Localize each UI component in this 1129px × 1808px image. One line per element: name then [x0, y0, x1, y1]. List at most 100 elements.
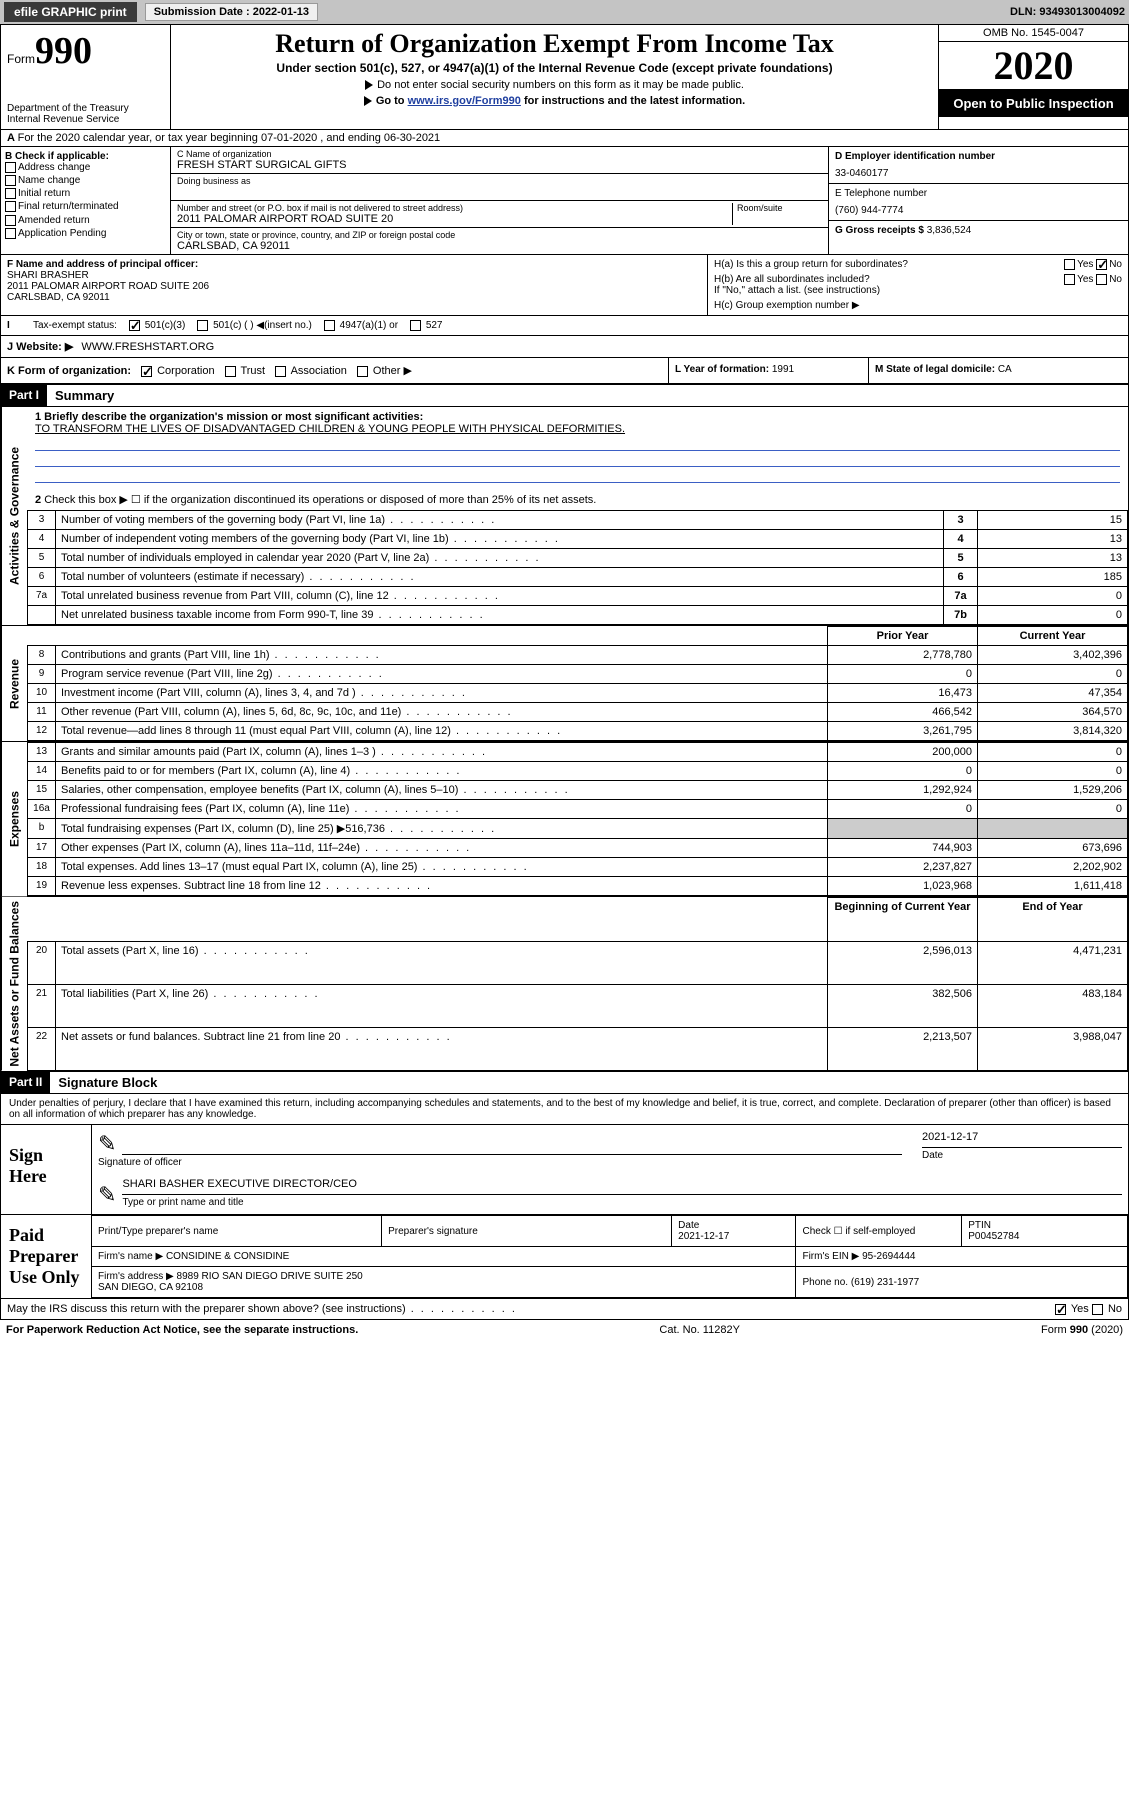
phone-label: E Telephone number	[835, 188, 1122, 199]
officer-addr1: 2011 PALOMAR AIRPORT ROAD SUITE 206	[7, 281, 701, 292]
chk-4947[interactable]	[324, 320, 335, 331]
vtab-revenue: Revenue	[1, 626, 27, 741]
form-subtitle: Under section 501(c), 527, or 4947(a)(1)…	[179, 61, 930, 75]
preparer-table: Print/Type preparer's name Preparer's si…	[91, 1215, 1128, 1298]
paid-preparer-label: Paid Preparer Use Only	[1, 1215, 91, 1298]
hc-label: H(c) Group exemption number ▶	[714, 300, 1122, 311]
chk-app-pending[interactable]: Application Pending	[5, 228, 166, 239]
chk-name-change[interactable]: Name change	[5, 175, 166, 186]
chk-final-return[interactable]: Final return/terminated	[5, 201, 166, 212]
part2-title: Signature Block	[50, 1072, 165, 1093]
sig-officer-label: Signature of officer	[98, 1157, 902, 1168]
submission-date: Submission Date : 2022-01-13	[145, 3, 318, 21]
k-label: K Form of organization:	[7, 365, 131, 377]
tax-status-row: I Tax-exempt status: 501(c)(3) 501(c) ( …	[0, 316, 1129, 336]
state-domicile: CA	[998, 364, 1012, 375]
triangle-icon	[364, 96, 372, 106]
chk-amended[interactable]: Amended return	[5, 215, 166, 226]
chk-initial-return[interactable]: Initial return	[5, 188, 166, 199]
phone-value: (760) 944-7774	[835, 205, 1122, 216]
chk-other[interactable]	[357, 366, 368, 377]
omb-number: OMB No. 1545-0047	[939, 25, 1128, 42]
org-name-label: C Name of organization	[177, 149, 822, 159]
dba-label: Doing business as	[177, 176, 822, 186]
gross-receipts-value: 3,836,524	[927, 225, 972, 236]
chk-527[interactable]	[410, 320, 421, 331]
perjury-declaration: Under penalties of perjury, I declare th…	[1, 1094, 1128, 1124]
form990-link[interactable]: www.irs.gov/Form990	[408, 95, 521, 107]
vtab-activities: Activities & Governance	[1, 407, 27, 625]
efile-button[interactable]: efile GRAPHIC print	[4, 2, 137, 22]
ein-value: 33-0460177	[835, 168, 1122, 179]
discuss-row: May the IRS discuss this return with the…	[0, 1299, 1129, 1320]
cat-no: Cat. No. 11282Y	[659, 1324, 740, 1336]
note-goto: Go to www.irs.gov/Form990 for instructio…	[376, 95, 745, 107]
addr-label: Number and street (or P.O. box if mail i…	[177, 203, 732, 213]
discuss-yes[interactable]	[1055, 1304, 1066, 1315]
tax-year: 2020	[939, 42, 1128, 90]
vtab-netassets: Net Assets or Fund Balances	[1, 897, 27, 1071]
website-value: WWW.FRESHSTART.ORG	[81, 341, 214, 353]
chk-corp[interactable]	[141, 366, 152, 377]
q1-label: 1 Briefly describe the organization's mi…	[35, 411, 1120, 423]
line-a-period: A For the 2020 calendar year, or tax yea…	[0, 130, 1129, 147]
vtab-expenses: Expenses	[1, 742, 27, 896]
officer-name: SHARI BRASHER	[7, 270, 701, 281]
org-name: FRESH START SURGICAL GIFTS	[177, 159, 822, 171]
year-formation: 1991	[772, 364, 794, 375]
form-footer: Form 990 (2020)	[1041, 1324, 1123, 1336]
hb-note: If "No," attach a list. (see instruction…	[714, 285, 1122, 296]
part1-tag: Part I	[1, 385, 47, 406]
netassets-table: Beginning of Current YearEnd of Year20To…	[27, 897, 1128, 1071]
officer-addr2: CARLSBAD, CA 92011	[7, 292, 701, 303]
hb-yes[interactable]	[1064, 274, 1075, 285]
room-label: Room/suite	[737, 203, 822, 213]
identity-block: B Check if applicable: Address change Na…	[0, 147, 1129, 255]
form-number: Form990	[7, 29, 164, 73]
sig-date: 2021-12-17	[922, 1131, 1122, 1143]
box-b-title: B Check if applicable:	[5, 151, 166, 162]
website-label: J Website: ▶	[7, 340, 73, 353]
part1-title: Summary	[47, 385, 122, 406]
chk-501c3[interactable]	[129, 320, 140, 331]
note-ssn: Do not enter social security numbers on …	[377, 79, 744, 91]
officer-group-block: F Name and address of principal officer:…	[0, 255, 1129, 316]
officer-label: F Name and address of principal officer:	[7, 259, 701, 270]
hb-label: H(b) Are all subordinates included?	[714, 274, 870, 285]
tax-status-label: Tax-exempt status:	[33, 320, 117, 331]
gross-receipts-label: G Gross receipts $	[835, 225, 924, 236]
org-form-row: K Form of organization: Corporation Trus…	[0, 358, 1129, 384]
ein-label: D Employer identification number	[835, 151, 1122, 162]
chk-address-change[interactable]: Address change	[5, 162, 166, 173]
form-title: Return of Organization Exempt From Incom…	[179, 29, 930, 59]
discuss-no[interactable]	[1092, 1304, 1103, 1315]
chk-trust[interactable]	[225, 366, 236, 377]
hb-no[interactable]	[1096, 274, 1107, 285]
open-to-public: Open to Public Inspection	[939, 90, 1128, 117]
dln-label: DLN: 93493013004092	[1010, 6, 1125, 18]
revenue-table: Prior YearCurrent Year8Contributions and…	[27, 626, 1128, 741]
paperwork-notice: For Paperwork Reduction Act Notice, see …	[6, 1324, 358, 1336]
officer-name-title: SHARI BASHER EXECUTIVE DIRECTOR/CEO	[122, 1178, 1122, 1190]
triangle-icon	[365, 80, 373, 90]
top-toolbar: efile GRAPHIC print Submission Date : 20…	[0, 0, 1129, 24]
chk-501c[interactable]	[197, 320, 208, 331]
website-row: J Website: ▶ WWW.FRESHSTART.ORG	[0, 336, 1129, 358]
mission-text: TO TRANSFORM THE LIVES OF DISADVANTAGED …	[35, 423, 1120, 435]
city-state-zip: CARLSBAD, CA 92011	[177, 240, 822, 252]
expenses-table: 13Grants and similar amounts paid (Part …	[27, 742, 1128, 896]
ha-no[interactable]	[1096, 259, 1107, 270]
governance-table: 3Number of voting members of the governi…	[27, 510, 1128, 625]
type-name-label: Type or print name and title	[122, 1197, 1122, 1208]
dept-label: Department of the Treasury Internal Reve…	[7, 103, 164, 125]
q2-text: Check this box ▶ ☐ if the organization d…	[44, 494, 596, 506]
form-header: Form990 Department of the Treasury Inter…	[0, 24, 1129, 130]
sig-date-label: Date	[922, 1150, 1122, 1161]
street-address: 2011 PALOMAR AIRPORT ROAD SUITE 20	[177, 213, 732, 225]
part2-tag: Part II	[1, 1072, 50, 1093]
ha-yes[interactable]	[1064, 259, 1075, 270]
chk-assoc[interactable]	[275, 366, 286, 377]
ha-label: H(a) Is this a group return for subordin…	[714, 259, 908, 270]
city-label: City or town, state or province, country…	[177, 230, 822, 240]
sign-here-label: Sign Here	[1, 1125, 91, 1214]
